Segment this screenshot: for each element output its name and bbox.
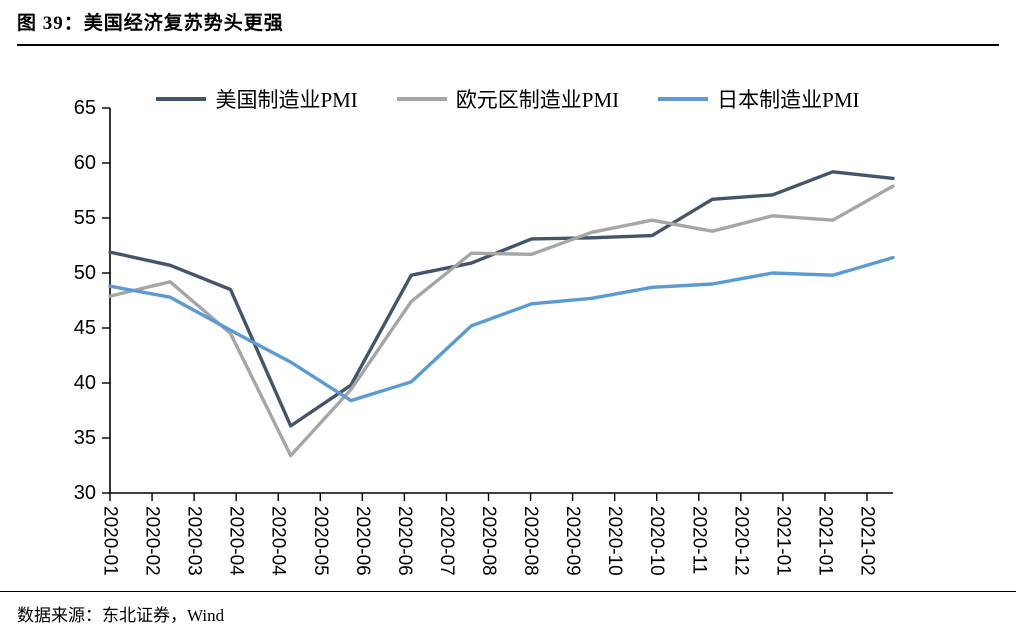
x-tick-label: 2020-10: [646, 506, 667, 576]
legend-item-japan-pmi: 日本制造业PMI: [658, 84, 860, 114]
x-tick-label: 2020-01: [100, 506, 121, 576]
legend-item-us-pmi: 美国制造业PMI: [156, 84, 358, 114]
chart-legend: 美国制造业PMI 欧元区制造业PMI 日本制造业PMI: [0, 84, 1016, 114]
legend-label-eurozone: 欧元区制造业PMI: [455, 88, 620, 112]
x-tick-label: 2020-08: [478, 506, 499, 576]
data-source: 数据来源：东北证券，Wind: [0, 591, 1016, 626]
y-tick-label: 35: [74, 427, 96, 449]
y-tick-label: 65: [74, 97, 96, 119]
x-tick-label: 2020-09: [562, 506, 583, 576]
japan-line-swatch-icon: [658, 97, 709, 101]
x-tick-label: 2020-10: [604, 506, 625, 576]
x-tick-label: 2021-01: [772, 506, 793, 576]
series-line-us: [108, 170, 895, 428]
x-tick-label: 2020-03: [184, 506, 205, 576]
series-line-eurozone: [108, 184, 895, 458]
eurozone-line-swatch-icon: [396, 97, 447, 101]
legend-label-japan: 日本制造业PMI: [717, 88, 860, 112]
figure-title: 图 39：美国经济复苏势头更强: [17, 8, 999, 46]
legend-label-us: 美国制造业PMI: [215, 88, 358, 112]
x-tick-label: 2020-04: [268, 506, 289, 576]
y-tick-label: 55: [74, 207, 96, 229]
y-tick-label: 40: [74, 372, 96, 394]
x-tick-label: 2020-05: [310, 506, 331, 576]
x-tick-label: 2020-06: [352, 506, 373, 576]
x-tick-label: 2020-07: [436, 506, 457, 576]
legend-item-eurozone-pmi: 欧元区制造业PMI: [396, 84, 620, 114]
us-line-swatch-icon: [156, 97, 207, 101]
y-tick-label: 30: [74, 482, 96, 504]
x-tick-label: 2020-02: [142, 506, 163, 576]
x-tick-label: 2020-12: [730, 506, 751, 576]
x-tick-label: 2020-06: [394, 506, 415, 576]
x-tick-label: 2020-04: [226, 506, 247, 576]
y-tick-label: 60: [74, 152, 96, 174]
x-tick-label: 2020-08: [520, 506, 541, 576]
series-line-japan: [108, 255, 895, 403]
y-tick-label: 50: [74, 262, 96, 284]
x-tick-label: 2021-02: [857, 506, 878, 576]
x-tick-label: 2021-01: [814, 506, 835, 576]
y-tick-label: 45: [74, 317, 96, 339]
x-tick-label: 2020-11: [688, 506, 709, 574]
